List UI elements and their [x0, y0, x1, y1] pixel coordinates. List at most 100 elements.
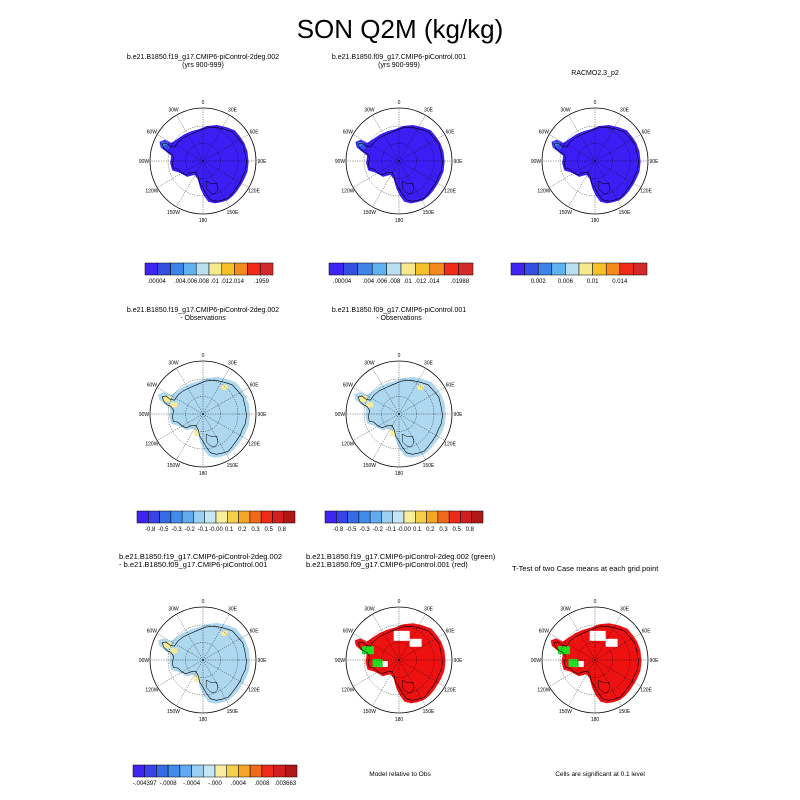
colorbar-panel-4: -0.8 -0.5 -0.3 -0.2 -0.1 -0.00 0.1 0.2 0.3 0.5 0.8 [136, 510, 296, 533]
meridian-line [594, 160, 642, 188]
colorbar-swatch [471, 510, 484, 524]
polar-map-panel-1: 0 30E 60E 90E 120E 150E 180 150W 120W 90W 60W 30W [139, 100, 267, 224]
meridian-line [202, 160, 230, 207]
colorbar-label: -0.00 [209, 527, 223, 533]
coastline [553, 625, 639, 701]
longitude-label: 150E [227, 210, 239, 216]
colorbar-swatch [167, 764, 181, 778]
meridian-line [157, 633, 204, 661]
panel-8-footnote: Cells are significant at 0.1 level [555, 771, 645, 778]
longitude-label: 60E [446, 382, 456, 388]
meridian-line [176, 613, 204, 661]
meridian-line [594, 613, 622, 661]
colorbar-swatch [204, 510, 217, 524]
meridian-line [372, 413, 400, 460]
field-patch [557, 646, 570, 655]
field-patch [556, 145, 562, 150]
longitude-label: 120W [145, 687, 158, 693]
meridian-line [398, 160, 426, 207]
longitude-label: 30W [168, 361, 179, 367]
colorbar-label: 0.002 [531, 279, 547, 285]
field-patch [393, 630, 410, 641]
colorbar-swatch [369, 510, 382, 524]
colorbar-panel-3: 0.002 0.006 0.01 0.014 [510, 262, 648, 285]
colorbar-swatch [592, 262, 607, 276]
colorbar-swatch [381, 510, 393, 524]
colorbar-label: .008 [389, 279, 401, 285]
colorbar-swatch [605, 262, 621, 276]
coastline [161, 625, 247, 701]
map-field [346, 361, 452, 467]
colorbar-label: -.0004 [183, 781, 201, 787]
longitude-label: 180 [199, 218, 208, 224]
panel-8-title: T-Test of two Case means at each grid po… [512, 564, 659, 573]
colorbar-label: -0.8 [145, 527, 156, 533]
field-fill [354, 623, 446, 704]
longitude-label: 60E [250, 382, 260, 388]
colorbar-swatch [156, 764, 169, 778]
field-patch [162, 641, 171, 648]
colorbar-swatch [136, 510, 149, 524]
colorbar-label: -0.2 [185, 527, 196, 533]
colorbar-swatch [272, 510, 284, 524]
colorbar-label: 0.2 [426, 527, 435, 533]
coastline [553, 126, 639, 202]
longitude-label: 90E [454, 658, 464, 664]
longitude-label: 30E [228, 108, 238, 114]
field-fill [158, 376, 250, 458]
meridian-line [594, 160, 622, 207]
field-fill [158, 622, 250, 704]
colorbar-label: -0.3 [171, 527, 182, 533]
map-border [149, 360, 257, 468]
colorbar-swatch [193, 510, 205, 524]
colorbar-label: 0.1 [225, 527, 234, 533]
colorbar-label: -0.1 [386, 527, 397, 533]
colorbar-swatch [283, 510, 296, 524]
meridian-line [202, 413, 230, 460]
colorbar-label: .01 [211, 279, 220, 285]
colorbar-label: 0.5 [265, 527, 274, 533]
longitude-label: 90E [454, 159, 464, 165]
meridian-line [176, 659, 204, 706]
colorbar-label: 0.2 [238, 527, 247, 533]
meridian-line [398, 659, 446, 687]
meridian-line [176, 160, 204, 207]
field-patch [372, 658, 383, 667]
latitude-circle [167, 624, 239, 696]
longitude-label: 60E [250, 129, 260, 135]
colorbar-swatch [273, 764, 286, 778]
longitude-label: 60W [539, 628, 550, 634]
longitude-label: 60W [147, 129, 158, 135]
colorbar-swatch [234, 262, 248, 276]
meridian-line [594, 659, 622, 706]
meridian-line [398, 367, 426, 415]
longitude-label: 90E [258, 159, 268, 165]
longitude-label: 60W [343, 129, 354, 135]
colorbar-label: -0.00 [397, 527, 411, 533]
colorbar-label: .006 [376, 279, 388, 285]
colorbar-label: -0.3 [359, 527, 370, 533]
panel-5-title: b.e21.B1850.f09_g17.CMIP6-piControl.001-… [331, 307, 467, 322]
colorbar-swatch [183, 262, 197, 276]
polar-map-panel-5: 0 30E 60E 90E 120E 150E 180 150W 120W 90W 60W 30W [335, 353, 463, 477]
colorbar-swatch [336, 510, 348, 524]
longitude-label: 0 [398, 100, 401, 106]
colorbar-swatch [524, 262, 539, 276]
ice-shelf-line [401, 679, 415, 694]
field-patch [568, 658, 579, 667]
colorbar-label: 0.014 [612, 279, 628, 285]
colorbar-swatch [159, 510, 172, 524]
colorbar-swatch [537, 262, 553, 276]
colorbar-label: -0.5 [346, 527, 357, 533]
colorbar-label: .0008 [254, 781, 270, 787]
longitude-label: 150E [619, 210, 631, 216]
colorbar-swatch [403, 510, 416, 524]
colorbar-swatch [347, 510, 360, 524]
field-patch [162, 395, 171, 402]
longitude-label: 150W [167, 210, 180, 216]
meridian-line [176, 367, 204, 415]
colorbar-label: 0.3 [251, 527, 260, 533]
longitude-label: 90W [139, 658, 150, 664]
ice-shelf-line [597, 180, 611, 195]
field-fill [354, 376, 446, 458]
